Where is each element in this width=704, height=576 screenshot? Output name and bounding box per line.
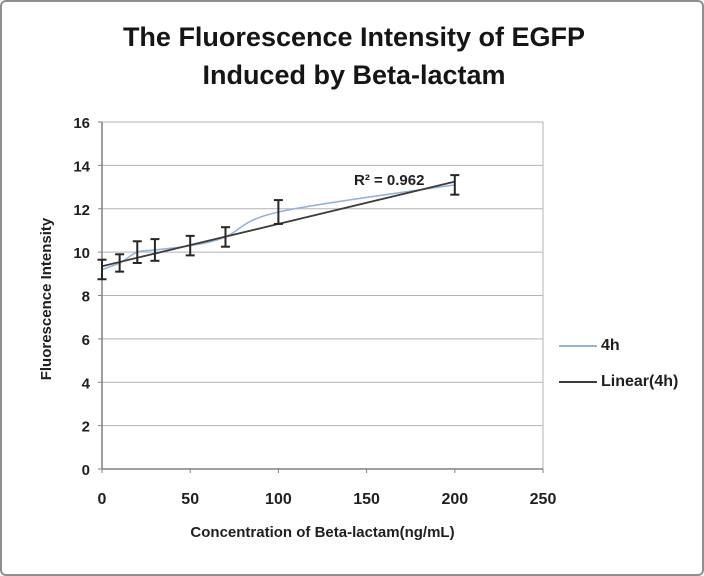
y-tick-label-0: 0 bbox=[82, 462, 90, 479]
x-tick-label-100: 100 bbox=[265, 491, 292, 508]
y-tick-label-4: 4 bbox=[82, 375, 91, 392]
y-tick-label-2: 2 bbox=[82, 419, 90, 436]
chart-title: The Fluorescence Intensity of EGFP Induc… bbox=[2, 18, 702, 94]
y-tick-label-12: 12 bbox=[73, 202, 90, 219]
legend-item-4h: 4h bbox=[559, 336, 678, 355]
legend-label-4h: 4h bbox=[601, 336, 620, 354]
legend: 4h Linear(4h) bbox=[559, 336, 678, 391]
y-tick-label-10: 10 bbox=[73, 245, 90, 262]
legend-item-linear-4h: Linear(4h) bbox=[559, 372, 678, 391]
legend-label-linear-4h: Linear(4h) bbox=[601, 372, 679, 390]
y-tick-label-6: 6 bbox=[82, 332, 90, 349]
x-tick-label-150: 150 bbox=[353, 491, 380, 508]
r-squared-annotation: R² = 0.962 bbox=[354, 172, 425, 189]
x-tick-label-250: 250 bbox=[530, 491, 557, 508]
y-tick-label-8: 8 bbox=[82, 289, 90, 306]
legend-line-sample-linear-4h bbox=[559, 380, 597, 383]
y-axis-title: Fluorescence Intensity bbox=[38, 217, 55, 381]
y-tick-label-16: 16 bbox=[73, 115, 90, 132]
chart-title-line1: The Fluorescence Intensity of EGFP bbox=[122, 22, 586, 52]
y-tick-label-14: 14 bbox=[73, 158, 90, 175]
x-tick-label-200: 200 bbox=[441, 491, 468, 508]
x-axis-title: Concentration of Beta-lactam(ng/mL) bbox=[190, 524, 455, 541]
x-tick-label-0: 0 bbox=[98, 491, 107, 508]
x-tick-label-50: 50 bbox=[181, 491, 199, 508]
legend-line-sample-4h bbox=[559, 344, 597, 347]
chart-title-line2: Induced by Beta-lactam bbox=[202, 60, 506, 90]
